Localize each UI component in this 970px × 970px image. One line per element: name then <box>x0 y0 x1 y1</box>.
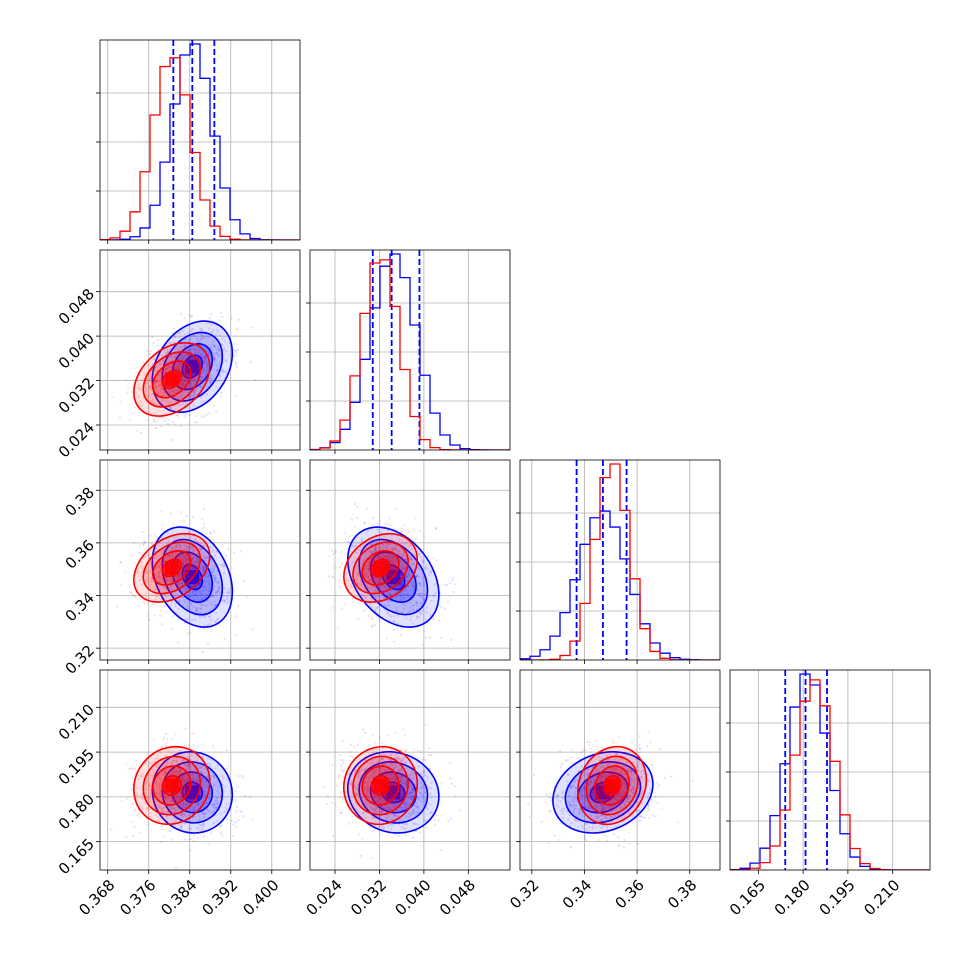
contour-line <box>361 549 400 586</box>
x-tick-label: 0.024 <box>303 876 346 919</box>
contour-line <box>171 551 214 603</box>
y-tick-label: 0.032 <box>55 374 98 417</box>
contour-line <box>151 750 234 834</box>
scatter-panel-2-0 <box>96 459 301 664</box>
x-tick-label: 0.32 <box>506 876 542 912</box>
y-tick-label: 0.36 <box>62 536 98 572</box>
panel-frame <box>99 669 301 871</box>
panel-frame <box>309 669 511 871</box>
contour-line <box>152 360 192 399</box>
y-tick-label: 0.210 <box>55 701 98 744</box>
histogram-series-1 <box>100 57 300 240</box>
contour-line <box>142 541 202 595</box>
y-tick-label: 0.048 <box>55 285 98 328</box>
y-tick-label: 0.180 <box>55 790 98 833</box>
x-tick-label: 0.368 <box>75 876 118 919</box>
contour-line <box>352 541 409 595</box>
panel-frame <box>519 669 721 871</box>
x-tick-label: 0.048 <box>436 876 479 919</box>
panel-frame <box>99 249 301 451</box>
density-peak <box>185 359 200 374</box>
contour-line <box>346 750 440 834</box>
x-tick-label: 0.400 <box>239 876 282 919</box>
contour-line <box>161 761 224 824</box>
panel-frame <box>309 459 511 661</box>
contour-line <box>171 343 214 391</box>
contour-line <box>564 761 642 824</box>
x-tick-label: 0.180 <box>771 876 814 919</box>
contour-line <box>343 745 419 826</box>
x-tick-label: 0.210 <box>860 876 903 919</box>
contour-line <box>602 775 622 797</box>
contour-line <box>161 538 224 616</box>
scatter-panel-1-0 <box>96 249 301 454</box>
x-tick-label: 0.36 <box>612 876 648 912</box>
x-tick-label: 0.195 <box>816 876 859 919</box>
contour-line <box>181 563 204 591</box>
y-tick-label: 0.165 <box>55 835 98 878</box>
hist-panel-1 <box>306 249 511 454</box>
hist-panel-2 <box>516 459 721 664</box>
x-tick-label: 0.376 <box>116 876 159 919</box>
contour-line <box>133 532 211 603</box>
density-peak <box>164 778 179 793</box>
contour-line <box>343 532 419 603</box>
contour-line <box>161 331 224 402</box>
scatter-panel-3-0 <box>96 669 301 874</box>
contour-line <box>552 750 654 834</box>
contour-line <box>358 538 429 616</box>
contour-line <box>151 320 234 414</box>
x-tick-label: 0.040 <box>392 876 435 919</box>
panel-frame <box>99 459 301 661</box>
contour-line <box>370 775 391 797</box>
x-tick-label: 0.34 <box>559 876 595 912</box>
contour-line <box>133 745 211 826</box>
density-peak <box>373 778 388 793</box>
panel-frame <box>99 39 301 241</box>
scatter-panel-3-1 <box>306 669 511 874</box>
panel-frame <box>519 459 721 661</box>
contour-line <box>585 755 639 816</box>
y-tick-label: 0.024 <box>55 418 98 461</box>
density-peak <box>164 372 179 387</box>
y-tick-label: 0.040 <box>55 329 98 372</box>
contour-line <box>361 765 400 806</box>
density-peak <box>605 778 620 793</box>
contour-line <box>161 558 183 578</box>
hist-panel-3 <box>726 669 931 874</box>
x-tick-label: 0.165 <box>726 876 769 919</box>
scatter-panel-2-1 <box>306 459 511 664</box>
contour-line <box>161 369 183 390</box>
x-tick-label: 0.384 <box>157 876 200 919</box>
y-tick-label: 0.195 <box>55 745 98 788</box>
contour-line <box>577 745 648 826</box>
density-peak <box>373 560 388 575</box>
y-tick-label: 0.32 <box>62 641 98 677</box>
contour-line <box>594 765 631 806</box>
contour-line <box>142 351 202 408</box>
contour-line <box>352 755 409 816</box>
contour-line <box>152 549 192 586</box>
density-peak <box>164 560 179 575</box>
scatter-panel-3-2 <box>516 669 721 874</box>
hist-panel-0 <box>96 39 301 244</box>
contour-line <box>142 755 202 816</box>
y-tick-label: 0.38 <box>62 484 98 520</box>
panel-frame <box>309 249 511 451</box>
density-peak <box>185 785 200 800</box>
y-tick-label: 0.34 <box>62 589 98 625</box>
x-tick-label: 0.392 <box>198 876 241 919</box>
contour-line <box>370 558 391 578</box>
contour-line <box>152 765 192 806</box>
contour-line <box>161 775 183 797</box>
contour-line <box>358 761 429 824</box>
x-tick-label: 0.032 <box>347 876 390 919</box>
contour-line <box>133 341 211 417</box>
x-tick-label: 0.38 <box>664 876 700 912</box>
panel-frame <box>729 669 931 871</box>
